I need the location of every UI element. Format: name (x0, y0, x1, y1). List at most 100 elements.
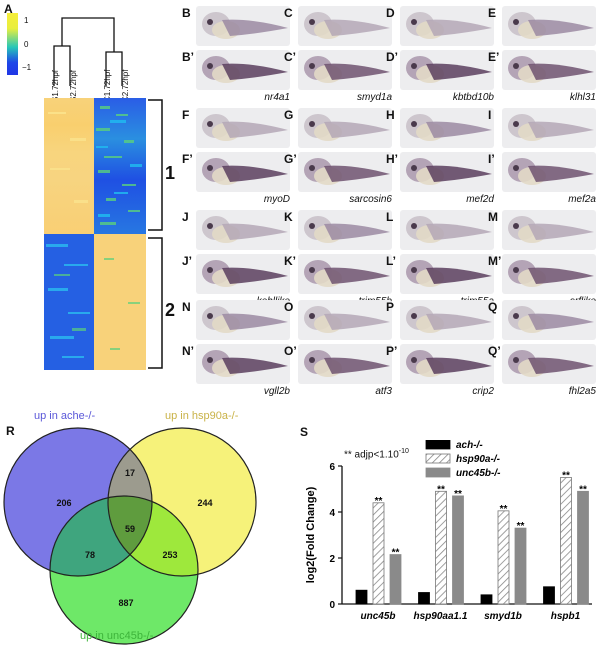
significance-mark: ** (392, 548, 400, 559)
gene-label: atf3 (375, 386, 392, 397)
significance-mark: ** (437, 484, 445, 495)
venn-label-hsp90a: up in hsp90a-/- (165, 410, 239, 422)
embryo-image-mutant (502, 50, 596, 90)
panel-label-embryo-prime: M’ (488, 254, 502, 268)
venn-count-ache-unc45b: 78 (85, 550, 95, 560)
embryo-image-control (196, 210, 290, 250)
bar (418, 592, 430, 605)
significance-mark: ** (579, 484, 587, 495)
venn-count-ache-hsp90a: 17 (125, 468, 135, 478)
gene-label: crip2 (472, 386, 494, 397)
legend-label: hsp90a-/- (456, 454, 501, 465)
embryo-image-mutant (502, 254, 596, 294)
embryo-image-control (400, 6, 494, 46)
cluster-label-1: 1 (165, 163, 176, 183)
legend-label: ach-/- (456, 440, 483, 451)
embryo-image-control (298, 6, 392, 46)
gene-label: mef2d (466, 194, 494, 205)
colorbar (7, 13, 18, 75)
cluster-brackets (148, 99, 163, 369)
gene-label: nr4a1 (264, 92, 290, 103)
bar (480, 594, 493, 605)
panel-label-embryo: I (488, 108, 492, 122)
panel-label-r: R (6, 424, 15, 438)
bar (560, 477, 572, 605)
significance-mark: ** (517, 521, 525, 532)
significance-mark: ** (454, 489, 462, 500)
legend-label: unc45b-/- (456, 468, 501, 479)
embryo-image-mutant (298, 254, 392, 294)
bar (452, 495, 464, 605)
panel-label-embryo: E (488, 6, 497, 20)
gene-label: vgll2b (263, 386, 290, 397)
venn-count-unc45b-only: 887 (118, 598, 133, 608)
embryo-image-control (298, 108, 392, 148)
embryo-image-control (196, 108, 290, 148)
significance-note: ** adjp<1.10-10 (344, 448, 409, 461)
panel-label-embryo: O (284, 300, 294, 314)
embryo-image-mutant (502, 344, 596, 384)
gene-label: sarcosin6 (349, 194, 392, 205)
panel-label-embryo-prime: N’ (182, 344, 194, 358)
panel-label-embryo-prime: Q’ (488, 344, 501, 358)
panel-label-embryo-prime: E’ (488, 50, 500, 64)
panel-label-embryo: G (284, 108, 294, 122)
panel-label-embryo-prime: P’ (386, 344, 398, 358)
bar-chart: 0 2 4 6 log2(Fold Change) ** ** unc45b ** ** hsp90… (305, 440, 592, 622)
gene-label: smyd1a (356, 92, 392, 103)
panel-label-embryo-prime: G’ (284, 152, 297, 166)
panel-label-embryo-prime: J’ (182, 254, 193, 268)
panel-label-embryo: B (182, 6, 191, 20)
panel-label-embryo-prime: O’ (284, 344, 297, 358)
embryo-image-control (298, 210, 392, 250)
panel-label-embryo-prime: D’ (386, 50, 398, 64)
embryo-image-mutant (502, 152, 596, 192)
category-label: unc45b (360, 611, 395, 622)
heatmap (44, 98, 146, 370)
embryo-image-control (502, 108, 596, 148)
embryo-image-mutant (400, 152, 494, 192)
panel-label-embryo-prime: F’ (182, 152, 193, 166)
embryo-image-control (196, 6, 290, 46)
panel-label-embryo: L (386, 210, 394, 224)
gene-label: kbtbd10b (452, 92, 494, 103)
bar (543, 586, 555, 605)
embryo-image-control (400, 300, 494, 340)
panel-label-embryo-prime: H’ (386, 152, 398, 166)
bar (514, 527, 527, 605)
significance-mark: ** (500, 504, 508, 515)
venn-count-hsp90a-only: 244 (197, 498, 212, 508)
y-tick-label: 6 (329, 462, 335, 473)
embryo-image-mutant (400, 344, 494, 384)
venn-label-unc45b: up in unc45b-/- (80, 630, 154, 642)
legend-swatch (425, 467, 451, 478)
bar (389, 554, 402, 605)
embryo-image-mutant (196, 254, 290, 294)
embryo-image-control (502, 300, 596, 340)
embryo-image-control (502, 6, 596, 46)
colorbar-tick-minus1: −1 (22, 63, 32, 72)
venn-label-ache: up in ache-/- (34, 410, 96, 422)
panel-label-embryo-prime: L’ (386, 254, 397, 268)
category-label: smyd1b (484, 611, 522, 622)
cluster-label-2: 2 (165, 300, 176, 320)
y-tick-label: 4 (329, 508, 335, 519)
gene-label: klhl31 (569, 92, 596, 103)
panel-label-embryo-prime: K’ (284, 254, 296, 268)
embryo-image-mutant (196, 50, 290, 90)
category-label: hspb1 (551, 611, 581, 622)
panel-label-embryo: M (488, 210, 498, 224)
bar (497, 510, 510, 605)
panel-label-embryo: D (386, 6, 395, 20)
significance-mark: ** (375, 496, 383, 507)
bar (372, 502, 385, 605)
category-label: hsp90aa1.1 (414, 611, 468, 622)
panel-label-embryo: K (284, 210, 293, 224)
legend-swatch (425, 453, 451, 464)
venn-count-ache-only: 206 (56, 498, 71, 508)
colorbar-tick-0: 0 (24, 40, 29, 49)
embryo-image-mutant (298, 344, 392, 384)
y-tick-label: 2 (329, 554, 335, 565)
embryo-image-mutant (298, 50, 392, 90)
panel-label-a: A (4, 2, 13, 16)
